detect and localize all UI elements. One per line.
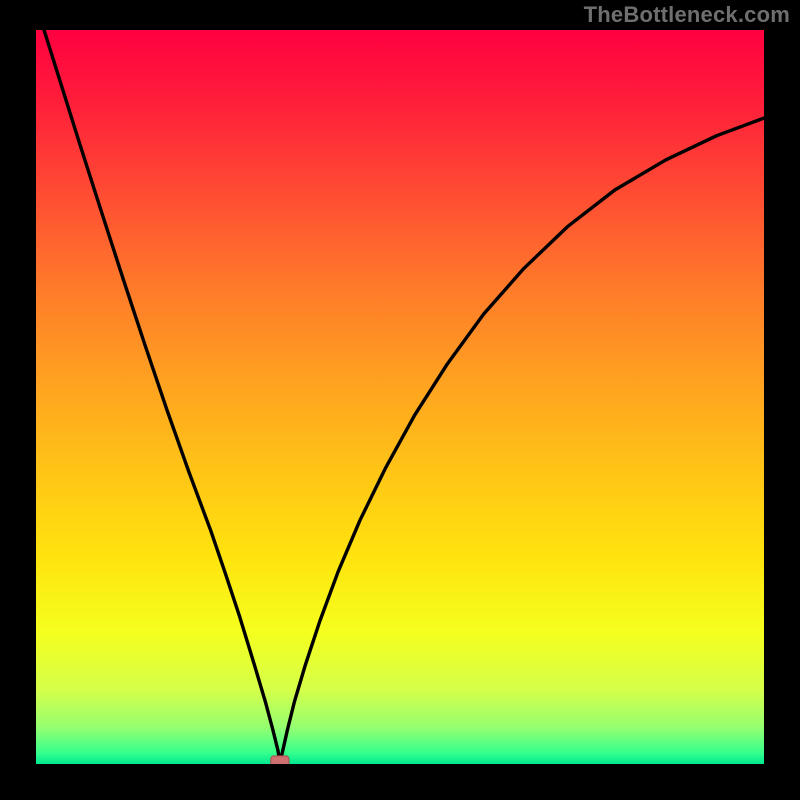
bottleneck-chart xyxy=(36,30,764,764)
watermark-text: TheBottleneck.com xyxy=(584,2,790,28)
chart-frame: TheBottleneck.com xyxy=(0,0,800,800)
gradient-background xyxy=(36,30,764,764)
minimum-marker xyxy=(271,756,289,764)
